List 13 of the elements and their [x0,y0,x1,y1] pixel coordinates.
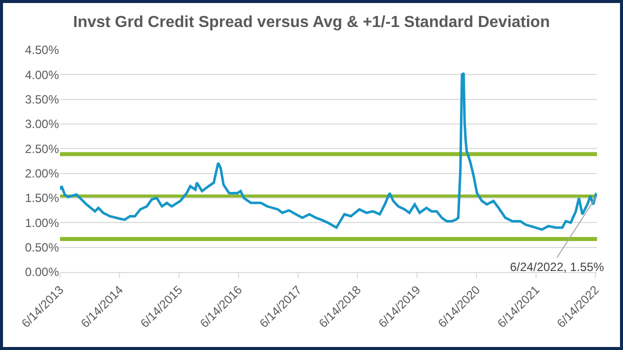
y-tick-label: 1.50% [24,191,60,206]
line-series [60,72,597,231]
y-tick-label: 4.00% [24,68,60,82]
y-tick-label: 1.00% [24,216,60,230]
y-tick-label: 0.00% [24,265,60,280]
y-tick-label: 0.50% [24,240,60,255]
y-tick-label: 3.50% [24,92,60,107]
y-tick-label: 4.50% [24,43,60,58]
y-tick-label: 2.50% [24,142,60,156]
chart-title: Invst Grd Credit Spread versus Avg & +1/-1 Standard Deviation [73,14,550,31]
annotation: 6/24/2022, 1.55% [510,260,604,274]
y-tick-label: 3.00% [24,117,60,132]
y-tick-label: 2.00% [24,166,60,181]
